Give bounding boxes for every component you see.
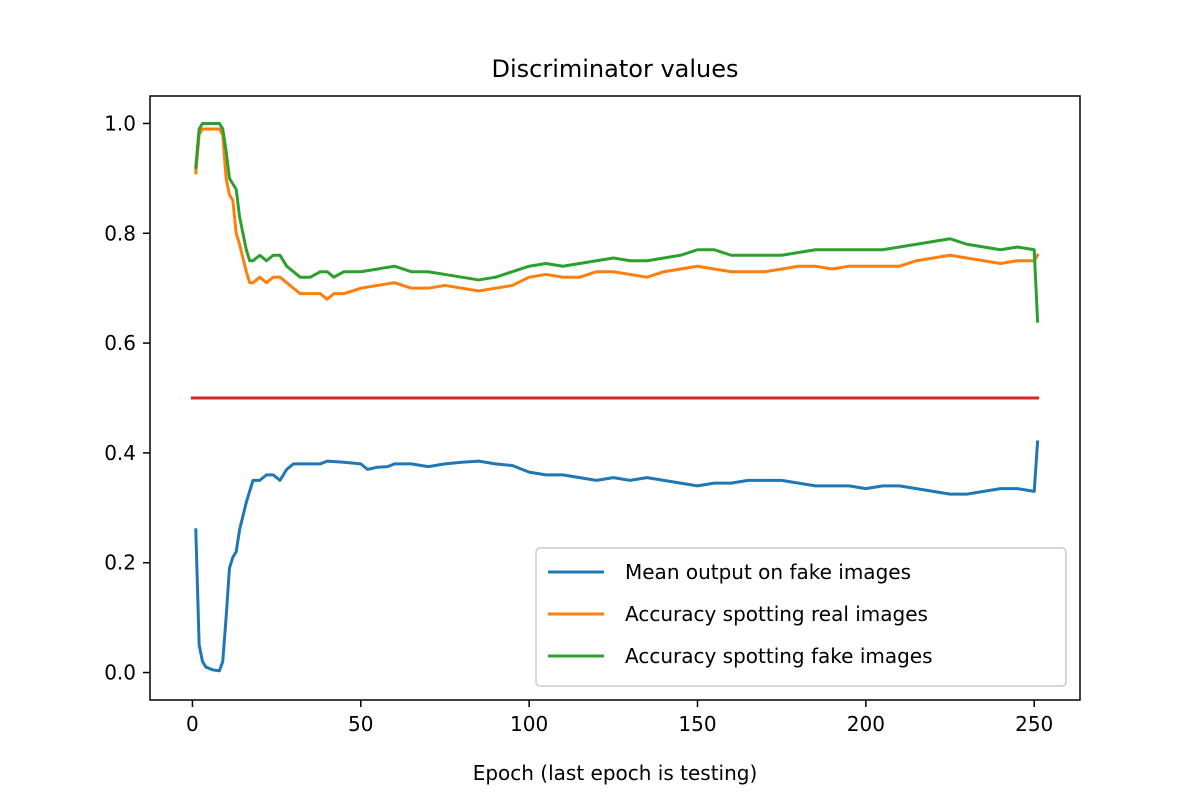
x-tick-label-5: 250	[1015, 712, 1053, 736]
chart-title: Discriminator values	[492, 55, 739, 83]
legend-label-2: Accuracy spotting fake images	[625, 644, 933, 668]
y-tick-label-1: 0.2	[104, 551, 136, 575]
y-tick-label-3: 0.6	[104, 331, 136, 355]
x-axis-label: Epoch (last epoch is testing)	[473, 761, 758, 785]
x-tick-label-3: 150	[678, 712, 716, 736]
y-tick-label-4: 0.8	[104, 221, 136, 245]
series-line-2	[194, 121, 1040, 323]
legend-label-1: Accuracy spotting real images	[625, 602, 928, 626]
y-tick-label-5: 1.0	[104, 111, 136, 135]
legend-box	[535, 547, 1067, 687]
axes-frame	[149, 95, 1081, 701]
series-line-1	[194, 127, 1040, 301]
y-tick-label-2: 0.4	[104, 441, 136, 465]
y-tick-label-0: 0.0	[104, 661, 136, 685]
plot-area: 0 50 100 150 200 250 0.0 0.2 0.4 0.6 0.8 1.0	[104, 95, 1081, 736]
legend-label-0: Mean output on fake images	[625, 560, 911, 584]
x-tick-label-0: 0	[186, 712, 199, 736]
x-tick-label-4: 200	[847, 712, 885, 736]
x-tick-label-1: 50	[348, 712, 373, 736]
x-tick-label-2: 100	[510, 712, 548, 736]
series-line-0	[194, 440, 1040, 673]
legend: Mean output on fake images Accuracy spott…	[535, 547, 1067, 687]
